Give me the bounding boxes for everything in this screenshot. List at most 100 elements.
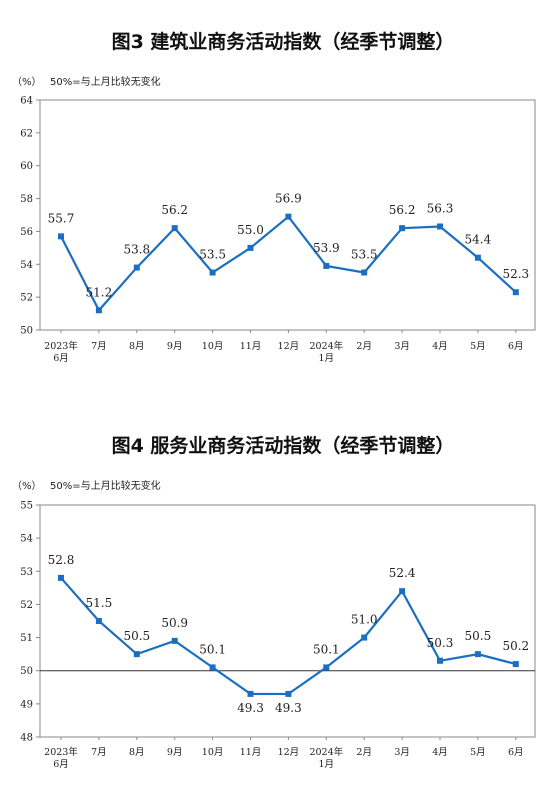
x-tick-label: 2月: [356, 747, 372, 758]
chart-title: 图4 服务业商务活动指数（经季节调整）: [112, 434, 455, 457]
x-tick-label: 12月: [278, 341, 300, 352]
data-point: [209, 269, 216, 276]
x-tick-label: 10月: [202, 747, 224, 758]
y-tick-label: 58: [20, 194, 33, 205]
data-label: 50.1: [199, 642, 226, 656]
y-tick-label: 64: [20, 96, 33, 107]
x-tick-label: 6月: [508, 341, 524, 352]
data-label: 49.3: [275, 701, 302, 715]
data-label: 56.9: [275, 192, 302, 206]
data-point: [247, 244, 254, 251]
data-point: [95, 307, 102, 314]
data-label: 50.2: [502, 639, 529, 653]
y-tick-label: 54: [20, 534, 33, 545]
data-point: [361, 634, 368, 641]
chart-1: 图3 建筑业商务活动指数（经季节调整） （%） 50%=与上月比较无变化 50 52 54…: [12, 30, 536, 364]
plot-frame: [39, 504, 536, 738]
x-tick-label: 4月: [432, 341, 448, 352]
unit-label: （%）: [12, 480, 42, 492]
x-tick-label: 9月: [167, 341, 183, 352]
data-point: [399, 588, 406, 595]
baseline-note: 50%=与上月比较无变化: [50, 75, 161, 88]
x-tick-label: 12月: [278, 747, 300, 758]
data-label: 50.1: [313, 642, 340, 656]
data-point: [171, 225, 178, 232]
data-point: [133, 264, 140, 271]
x-tick-label: 2024年: [309, 746, 343, 758]
y-tick-label: 52: [20, 600, 33, 611]
data-label: 51.2: [86, 285, 113, 299]
data-point: [58, 574, 64, 581]
x-tick-label: 5月: [470, 341, 486, 352]
data-label: 52.8: [48, 553, 75, 567]
x-tick-label: 2023年: [44, 340, 78, 352]
data-label: 55.7: [48, 211, 75, 225]
x-tick-label: 8月: [129, 747, 145, 758]
data-label: 53.9: [313, 241, 340, 255]
data-label: 52.3: [502, 267, 529, 281]
data-point: [209, 664, 216, 671]
data-label: 56.2: [161, 203, 188, 217]
x-tick-label: 6月: [53, 759, 69, 770]
baseline-note: 50%=与上月比较无变化: [50, 479, 161, 492]
x-tick-label: 8月: [129, 341, 145, 352]
data-point: [437, 657, 443, 664]
data-point: [133, 651, 140, 658]
y-tick-label: 55: [20, 501, 33, 512]
x-tick-label: 5月: [470, 747, 486, 758]
data-point: [323, 262, 330, 269]
data-label: 54.4: [465, 233, 492, 247]
x-tick-label: 1月: [319, 353, 335, 364]
x-tick-label: 7月: [91, 747, 107, 758]
y-tick-label: 50: [20, 666, 33, 677]
data-point: [512, 661, 519, 668]
data-label: 55.0: [237, 223, 264, 237]
data-point: [58, 233, 64, 240]
y-tick-label: 50: [20, 326, 33, 337]
data-point: [361, 269, 368, 276]
data-point: [474, 254, 481, 261]
x-tick-label: 1月: [319, 759, 335, 770]
y-tick-label: 52: [20, 293, 33, 304]
data-point: [399, 225, 406, 232]
x-tick-label: 7月: [91, 341, 107, 352]
x-tick-label: 11月: [240, 747, 262, 758]
data-point: [95, 618, 102, 624]
data-point: [285, 213, 292, 220]
y-tick-label: 60: [20, 161, 33, 172]
y-tick-label: 51: [20, 633, 33, 644]
y-tick-label: 49: [20, 699, 33, 710]
x-tick-label: 9月: [167, 747, 183, 758]
data-label: 51.5: [86, 596, 113, 610]
data-point: [285, 690, 292, 697]
x-tick-label: 3月: [394, 341, 410, 352]
x-tick-label: 2月: [356, 341, 372, 352]
data-label: 50.3: [427, 636, 454, 650]
data-label: 51.0: [351, 613, 378, 627]
data-point: [323, 664, 330, 671]
x-tick-label: 6月: [508, 747, 524, 758]
data-label: 52.4: [389, 566, 416, 580]
y-tick-label: 54: [20, 260, 33, 271]
data-label: 56.2: [389, 203, 416, 217]
x-tick-label: 4月: [432, 747, 448, 758]
data-label: 50.9: [161, 616, 188, 630]
data-label: 53.5: [351, 248, 378, 262]
chart-2: 图4 服务业商务活动指数（经季节调整） （%） 50%=与上月比较无变化 48 49 50…: [12, 434, 536, 770]
x-tick-label: 2023年: [44, 746, 78, 758]
x-tick-label: 11月: [240, 341, 262, 352]
series-line: [60, 215, 517, 313]
data-point: [474, 651, 481, 658]
x-tick-label: 10月: [202, 341, 224, 352]
unit-label: （%）: [12, 76, 42, 88]
data-point: [171, 637, 178, 644]
y-tick-label: 62: [20, 128, 33, 139]
data-label: 56.3: [427, 202, 454, 216]
y-tick-label: 53: [20, 567, 33, 578]
data-point: [247, 690, 254, 697]
data-label: 49.3: [237, 701, 264, 715]
data-label: 53.5: [199, 248, 226, 262]
plot-frame: [39, 99, 536, 331]
y-tick-label: 56: [20, 227, 33, 238]
